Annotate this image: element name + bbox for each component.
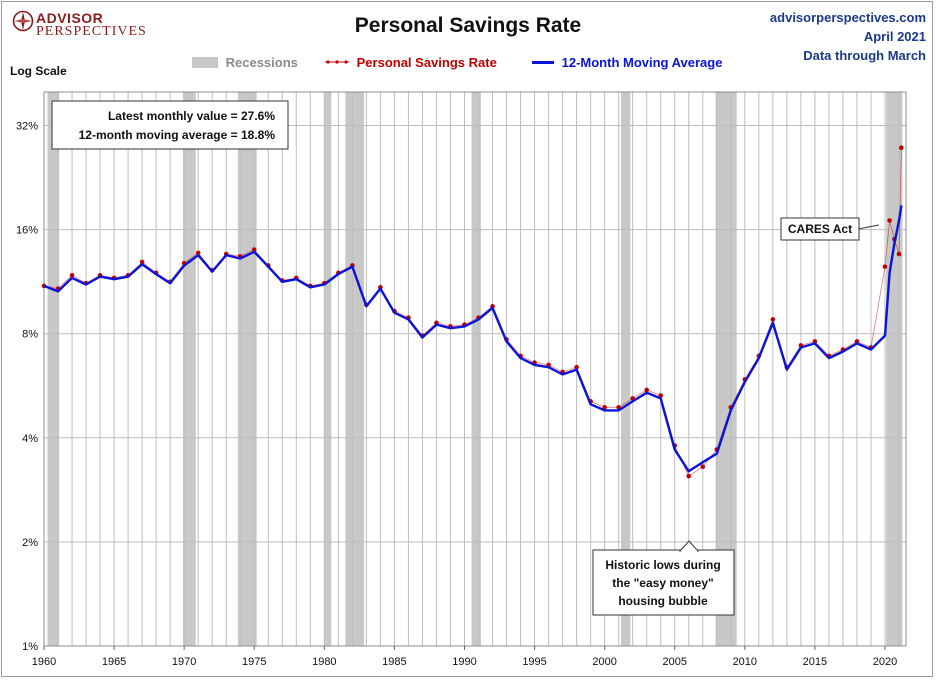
recession-swatch [192,57,218,68]
latest-value-box [51,100,289,150]
historic-lows-line3: housing bubble [618,594,708,608]
source-note: Data through March [803,48,926,63]
recession-band [715,92,737,646]
x-axis: 1960 1965 1970 1975 1980 1985 1990 1995 2000 2005… [32,646,897,668]
latest-moving-average: 12-month moving average = 18.8% [79,128,276,142]
savings-rate-point [574,364,579,370]
gridlines [43,92,906,647]
legend-label-recessions: Recessions [225,55,298,70]
historic-lows-box [592,549,735,616]
savings-rate-point [854,339,860,344]
moving-average-series [43,205,903,473]
savings-rate-point [896,251,902,257]
recession-band [621,92,631,646]
historic-lows-callout: Historic lows during the "easy money" ho… [592,540,735,616]
recession-band [183,92,196,646]
x-tick-label: 1990 [452,656,476,668]
compass-icon [12,10,34,32]
savings-rate-point [686,473,692,479]
y-scale-label: Log Scale [10,64,67,78]
legend-item-moving-average: 12-Month Moving Average [532,55,722,70]
historic-lows-line1: Historic lows during [605,558,720,572]
historic-lows-pointer [678,540,700,552]
x-tick-label: 1975 [242,656,266,668]
recession-band [471,92,481,646]
savings-rate-point [899,145,904,151]
source-block: advisorperspectives.com April 2021 Data … [770,8,926,65]
x-tick-label: 2020 [873,656,897,668]
cares-act-box [780,217,860,241]
x-tick-label: 1980 [312,656,336,668]
savings-rate-point [700,464,706,469]
legend-item-recessions: Recessions [192,55,298,70]
plot-area-border [43,91,907,647]
cares-act-label: CARES Act [788,222,852,236]
y-tick-label: 4% [22,433,38,445]
savings-rate-point [251,247,257,252]
savings-rate-point [770,317,776,322]
cares-act-callout: CARES Act [780,217,880,241]
recession-bands [47,92,903,646]
blue-line-swatch [532,61,554,64]
chart-title: Personal Savings Rate [354,14,582,37]
x-tick-label: 1995 [522,656,546,668]
brand-name-line2: PERSPECTIVES [36,24,147,39]
dotted-line-swatch [325,60,349,64]
source-date: April 2021 [863,29,926,44]
savings-rate-point [69,273,75,278]
legend-item-savings: Personal Savings Rate [324,55,497,70]
source-site[interactable]: advisorperspectives.com [769,10,926,25]
recession-band [345,92,364,646]
x-tick-label: 1970 [172,656,196,668]
x-tick-label: 2000 [592,656,616,668]
savings-rate-point [195,250,201,256]
y-tick-label: 8% [22,329,38,341]
x-tick-label: 1965 [102,656,126,668]
savings-rate-point [644,387,649,393]
cares-act-pointer [857,224,880,230]
legend-label-savings: Personal Savings Rate [356,55,497,70]
recession-band [237,92,257,646]
latest-value-callout: Latest monthly value = 27.6% 12-month mo… [51,100,289,150]
x-tick-label: 1960 [32,656,56,668]
brand-logo: ADVISOR PERSPECTIVES [12,10,146,40]
historic-lows-line2: the "easy money" [612,576,713,590]
y-tick-label: 2% [22,537,38,549]
x-tick-label: 2005 [662,656,686,668]
x-tick-label: 2010 [733,656,757,668]
savings-rate-point [882,264,888,269]
y-tick-label: 1% [22,641,38,653]
y-tick-label: 32% [16,121,38,133]
recession-band [886,92,903,646]
latest-monthly-value: Latest monthly value = 27.6% [108,109,275,123]
x-tick-label: 1985 [382,656,406,668]
x-tick-label: 2015 [803,656,827,668]
savings-rate-point [602,405,607,410]
brand-name-line1: ADVISOR [36,10,104,26]
y-tick-label: 16% [16,225,38,237]
recession-band [47,92,60,646]
savings-rate-point [139,259,145,265]
savings-rate-point [887,218,892,223]
recession-band [324,92,332,646]
y-axis: 1% 2% 4% 8% 16% 32% [16,121,38,653]
moving-average-line [43,205,903,473]
legend-label-moving-average: 12-Month Moving Average [561,55,723,70]
